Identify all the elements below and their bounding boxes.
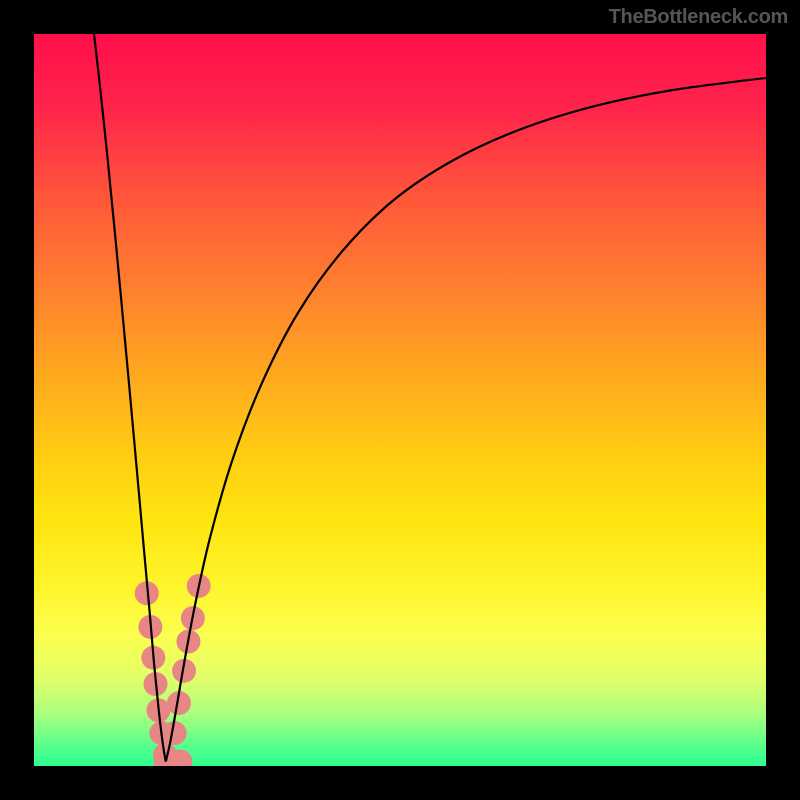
chart-container: TheBottleneck.com	[0, 0, 800, 800]
watermark-text: TheBottleneck.com	[609, 6, 788, 29]
chart-svg	[0, 0, 800, 800]
